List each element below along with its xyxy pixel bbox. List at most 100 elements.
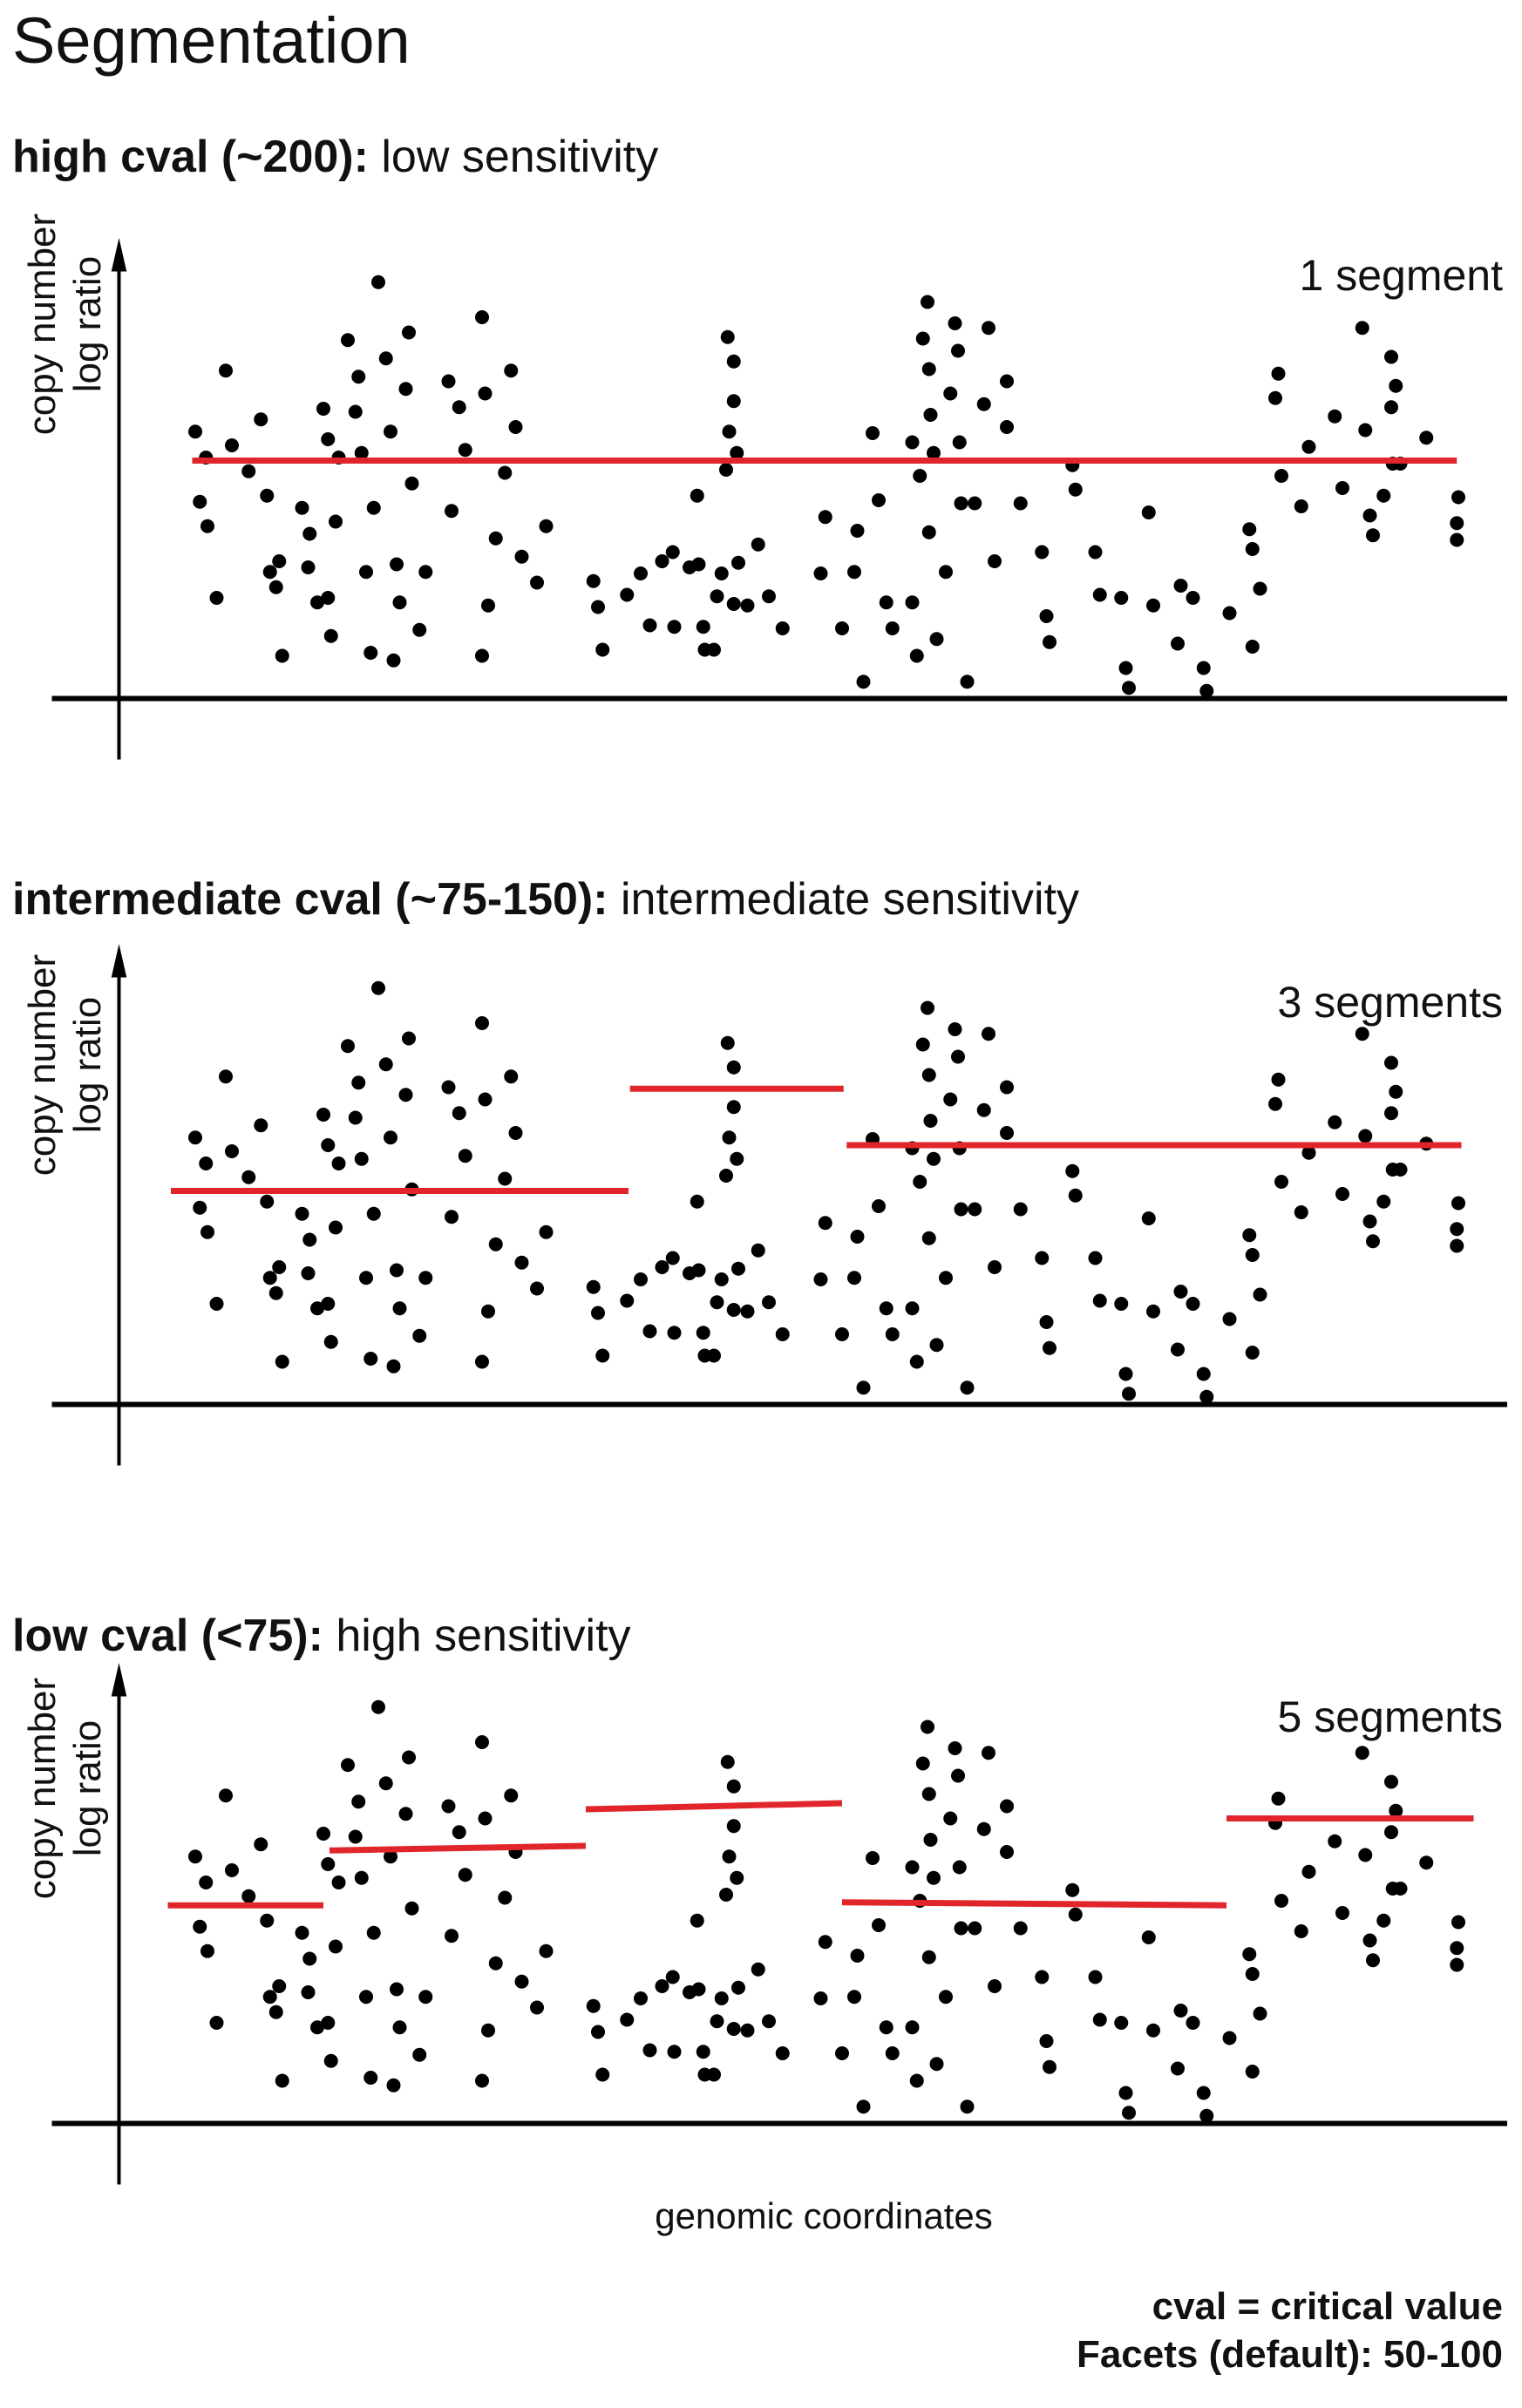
data-point: [1043, 1340, 1057, 1355]
data-point: [268, 1285, 283, 1300]
data-point: [952, 435, 967, 450]
panel-1-heading-bold: high cval (~200):: [12, 132, 369, 182]
data-point: [982, 1746, 995, 1760]
data-point: [219, 1788, 233, 1803]
data-point: [418, 1271, 433, 1285]
data-point: [707, 1348, 721, 1363]
data-point: [412, 2047, 427, 2062]
data-point: [331, 1876, 346, 1889]
data-point: [321, 2016, 336, 2030]
data-point: [1301, 1145, 1316, 1160]
data-point: [1065, 1882, 1080, 1897]
data-point: [1384, 1055, 1398, 1070]
data-point: [690, 1194, 704, 1209]
data-point: [1450, 1238, 1464, 1253]
data-point: [504, 363, 519, 378]
data-point: [398, 1807, 413, 1821]
data-point: [1245, 1346, 1260, 1360]
data-point: [921, 295, 934, 309]
data-point: [714, 1991, 729, 2005]
data-point: [620, 2012, 635, 2027]
facets-default-note: Facets (default): 50-100: [1076, 2333, 1503, 2376]
data-point: [1092, 1293, 1107, 1308]
data-point: [731, 555, 745, 570]
data-point: [1384, 1774, 1398, 1789]
data-point: [539, 1943, 554, 1958]
data-point: [384, 424, 397, 439]
data-point: [1141, 505, 1156, 519]
data-point: [1173, 1285, 1188, 1299]
data-point: [321, 1297, 336, 1311]
data-point: [879, 595, 893, 610]
data-point: [1088, 1970, 1103, 1984]
data-point: [1242, 1947, 1257, 1962]
data-point: [188, 424, 202, 439]
data-point: [295, 500, 309, 515]
data-point: [850, 1230, 865, 1244]
data-point: [378, 351, 393, 366]
data-point: [948, 1741, 962, 1755]
data-point: [262, 1990, 277, 2004]
data-point: [404, 476, 419, 491]
data-point: [1366, 1234, 1380, 1249]
data-point: [514, 1974, 529, 1989]
data-point: [982, 321, 995, 336]
data-point: [1419, 1855, 1434, 1870]
data-point: [731, 1980, 745, 1995]
data-point: [1301, 1864, 1316, 1879]
data-point: [722, 424, 737, 439]
data-point: [1118, 1367, 1133, 1381]
data-point: [402, 325, 416, 340]
data-point: [939, 565, 953, 580]
data-point: [968, 1921, 982, 1936]
data-point: [1384, 400, 1398, 415]
data-point: [514, 1255, 529, 1270]
data-point: [262, 565, 277, 580]
data-point: [915, 331, 930, 346]
data-point: [929, 2057, 944, 2072]
data-point: [390, 1982, 404, 1997]
data-point: [866, 1851, 880, 1865]
data-point: [452, 400, 466, 415]
data-point: [856, 2099, 871, 2114]
data-point: [302, 1951, 317, 1966]
data-point: [1171, 2061, 1185, 2076]
data-point: [1274, 469, 1288, 483]
data-point: [412, 622, 427, 637]
data-point: [351, 1075, 366, 1090]
data-point: [302, 526, 317, 541]
data-point: [929, 632, 944, 647]
data-point: [667, 620, 682, 634]
data-point: [481, 2023, 495, 2038]
data-point: [856, 1380, 871, 1395]
data-point: [1222, 2031, 1237, 2045]
data-point: [968, 1202, 982, 1217]
data-point: [539, 519, 554, 533]
data-point: [726, 597, 741, 611]
data-point: [260, 488, 275, 503]
data-point: [707, 2067, 721, 2082]
data-point: [1068, 1188, 1083, 1203]
data-point: [634, 1272, 648, 1286]
data-point: [323, 628, 338, 643]
data-point: [642, 618, 657, 633]
data-point: [1274, 1175, 1288, 1189]
data-point: [921, 525, 936, 539]
data-point: [475, 1735, 489, 1749]
data-point: [359, 1990, 373, 2004]
data-point: [384, 1130, 397, 1145]
data-point: [475, 1354, 489, 1369]
data-point: [539, 1224, 554, 1239]
data-point: [655, 1260, 669, 1274]
data-point: [1384, 349, 1398, 364]
data-point: [1196, 2086, 1211, 2100]
data-point: [710, 589, 724, 604]
data-point: [418, 1990, 433, 2004]
data-point: [275, 648, 289, 663]
data-point: [310, 595, 324, 610]
data-point: [1043, 634, 1057, 649]
data-point: [1114, 2016, 1129, 2030]
data-point: [1335, 481, 1349, 495]
data-point: [348, 1829, 363, 1844]
data-point: [1000, 374, 1014, 389]
